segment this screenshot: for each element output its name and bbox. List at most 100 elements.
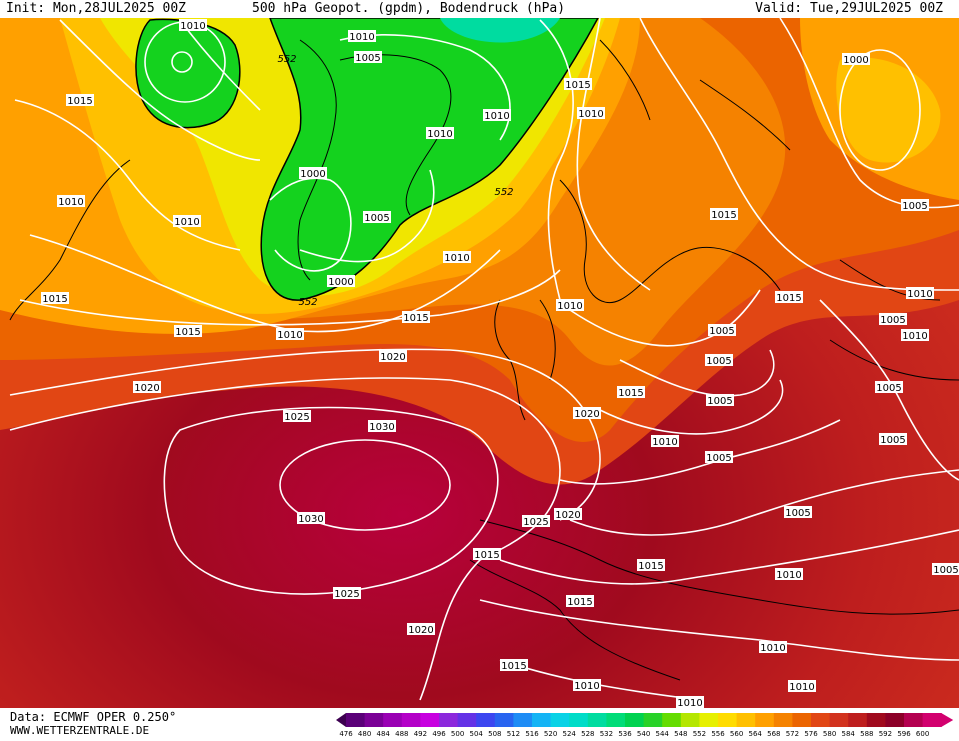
isobar-label: 1030 — [368, 420, 396, 433]
isobar-label: 1005 — [879, 313, 907, 326]
isobar-label-text: 1020 — [574, 409, 599, 420]
colorbar-tick-label: 568 — [767, 730, 780, 738]
trough-core — [440, 18, 560, 43]
isobar-label-box — [363, 211, 391, 223]
isobar-label-text: 1025 — [523, 517, 548, 528]
isobar-label-box — [775, 291, 803, 303]
isobar-label-text: 552 — [277, 54, 296, 65]
isobar-label-box — [705, 451, 733, 463]
colorbar-swatch — [587, 713, 607, 727]
isobar-label: 1010 — [651, 435, 679, 448]
isobar-label-box — [564, 78, 592, 90]
colorbar-swatch — [625, 713, 645, 727]
colorbar-tick-label: 548 — [674, 730, 687, 738]
colorbar-swatch — [494, 713, 514, 727]
isobar-label-text: 1010 — [180, 21, 205, 32]
isobar-label-box — [297, 512, 325, 524]
isobar-label-text: 1010 — [557, 301, 582, 312]
isobar-label-box — [566, 595, 594, 607]
colorbar-tick-label: 488 — [395, 730, 408, 738]
isobar-label: 1020 — [379, 350, 407, 363]
colorbar-swatch — [364, 713, 384, 727]
isobar-label-text: 1025 — [334, 589, 359, 600]
isobar-label: 1025 — [283, 410, 311, 423]
colorbar-tick-label: 520 — [544, 730, 557, 738]
isobar-label: 1010 — [556, 299, 584, 312]
header-band — [0, 0, 959, 18]
colorbar-tick-label: 576 — [804, 730, 818, 738]
isobar-label-text: 1010 — [652, 437, 677, 448]
colorbar-tick-label: 476 — [339, 730, 353, 738]
colorbar-swatch — [346, 713, 366, 727]
isobar-label-box — [179, 19, 207, 31]
isobar-label: 1030 — [297, 512, 325, 525]
isobar-label: 1010 — [483, 109, 511, 122]
isobar-label: 1000 — [327, 275, 355, 288]
isobar-label-box — [554, 508, 582, 520]
isobar-label: 1000 — [842, 53, 870, 66]
isobar-label-text: 1010 — [760, 643, 785, 654]
isobar-label-box — [788, 680, 816, 692]
isobar-label-text: 552 — [298, 297, 317, 308]
isobar-label-box — [443, 251, 471, 263]
map-title: 500 hPa Geopot. (gpdm), Bodendruck (hPa) — [252, 1, 566, 16]
isobar-label-text: 1005 — [902, 201, 927, 212]
colorbar-swatch — [457, 713, 477, 727]
isobar-label-box — [57, 195, 85, 207]
isobar-label-text: 1010 — [776, 570, 801, 581]
isobar-label: 1005 — [708, 324, 736, 337]
colorbar-swatch — [736, 713, 756, 727]
isobar-label-box — [573, 679, 601, 691]
isobar-label: 1015 — [564, 78, 592, 91]
isobar-label-box — [906, 287, 934, 299]
colorbar-swatch — [420, 713, 440, 727]
colorbar-tick-label: 528 — [581, 730, 594, 738]
isobar-label-text: 1005 — [706, 453, 731, 464]
colorbar-tick-label: 524 — [563, 730, 577, 738]
isobar-label: 1025 — [522, 515, 550, 528]
colorbar-tick-label: 480 — [358, 730, 371, 738]
colorbar-swatch — [718, 713, 738, 727]
isobar-label-box — [173, 215, 201, 227]
colorbar-tick-label: 600 — [916, 730, 929, 738]
colorbar-swatch — [848, 713, 868, 727]
isobar-label-box — [708, 324, 736, 336]
isobar-label-box — [407, 623, 435, 635]
isobar-label: 1015 — [500, 659, 528, 672]
colorbar-swatch — [922, 713, 942, 727]
isobar-label-box — [842, 53, 870, 65]
isobar-label-text: 1015 — [42, 294, 67, 305]
colorbar-tick-label: 556 — [711, 730, 725, 738]
colorbar-tick-label: 584 — [842, 730, 856, 738]
isobar-label-text: 1005 — [709, 326, 734, 337]
isobar-label: 1015 — [710, 208, 738, 221]
isobar-label-text: 1005 — [880, 315, 905, 326]
isobar-label: 1015 — [41, 292, 69, 305]
colorbar-swatch — [829, 713, 849, 727]
isobar-label-text: 1010 — [902, 331, 927, 342]
colorbar-swatch — [383, 713, 403, 727]
isobar-label-box — [473, 548, 501, 560]
isobar-label-box — [637, 559, 665, 571]
colorbar-arrow-right — [941, 713, 954, 727]
colorbar-swatch — [904, 713, 924, 727]
colorbar-swatch — [792, 713, 812, 727]
colorbar-swatch — [550, 713, 570, 727]
isobar-label-box — [426, 127, 454, 139]
isobar-label: 1020 — [407, 623, 435, 636]
isobar-label-text: 1010 — [58, 197, 83, 208]
isobar-label: 1005 — [706, 394, 734, 407]
valid-time: Valid: Tue,29JUL2025 00Z — [755, 1, 943, 16]
isobar-label-box — [759, 641, 787, 653]
isobar-label-text: 1010 — [789, 682, 814, 693]
isobar-label: 1010 — [788, 680, 816, 693]
isobar-label: 1010 — [676, 696, 704, 709]
isobar-label-text: 1010 — [174, 217, 199, 228]
isobar-label-box — [573, 407, 601, 419]
isobar-label: 1015 — [637, 559, 665, 572]
colorbar-tick-label: 504 — [470, 730, 484, 738]
isobar-label-box — [556, 299, 584, 311]
isobar-label: 1005 — [705, 354, 733, 367]
isobar-label-box — [402, 311, 430, 323]
